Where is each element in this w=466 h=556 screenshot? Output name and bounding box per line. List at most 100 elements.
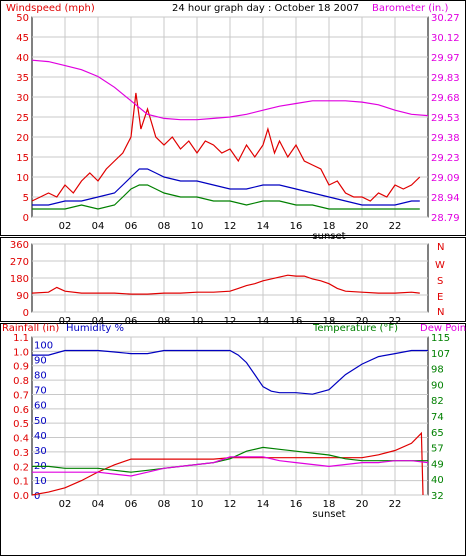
right-tick-label: 65 [431,428,444,439]
compass-labels: N W S E N [435,242,445,318]
left-tick-label: 1.0 [13,347,29,358]
left-tick-label: 40 [16,53,29,64]
left-tick-label: 5 [23,193,29,204]
right-tick-label: 107 [431,349,450,360]
humidity-tick-label: 90 [34,356,47,367]
left-tick-label: 20 [16,133,29,144]
humidity-tick-label: 30 [34,446,47,457]
x-tick-label: 10 [191,499,204,510]
humidity-tick-label: 80 [34,371,47,382]
right-tick-label: 29.09 [431,173,460,184]
right-tick-label: 115 [431,333,450,344]
x-tick-label: 12 [224,316,237,327]
left-tick-label: 360 [10,240,29,251]
right-tick-label: 90 [431,380,444,391]
x-tick-label: 06 [125,221,138,232]
series-line [31,92,421,202]
humidity-tick-label: 0 [34,491,40,502]
series-line [31,431,424,496]
x-tick-label: 04 [92,499,105,510]
x-tick-label: 18 [323,316,336,327]
windspeed-axis-title: Windspeed (mph) [6,3,95,14]
x-tick-label: 02 [59,316,72,327]
compass-label-s: S [437,276,443,287]
x-tick-label: 06 [125,316,138,327]
x-tick-label: 12 [224,221,237,232]
x-tick-label: 02 [59,221,72,232]
right-tick-label: 30.27 [431,13,460,24]
right-tick-label: 57 [431,444,444,455]
middle-grid [32,243,428,313]
x-tick-label: 20 [356,499,369,510]
sunset-marker-label: sunset [312,231,345,242]
x-tick-label: 08 [158,499,171,510]
left-tick-label: 50 [16,13,29,24]
left-tick-label: 0.5 [13,419,29,430]
middle-panel-frame [0,237,466,322]
axis-labels: 02 04 06 08 10 12 14 16 18 20 22 sunset 0 5 10 15 20 25 30… [10,13,460,520]
x-tick-label: 18 [323,221,336,232]
left-tick-label: 0.6 [13,405,29,416]
bottom-grid [32,336,428,496]
left-tick-label: 25 [16,113,29,124]
right-tick-label: 49 [431,459,444,470]
left-tick-label: 30 [16,93,29,104]
barometer-axis-title: Barometer (in.) [372,3,448,14]
right-tick-label: 30.12 [431,33,460,44]
chart-title: 24 hour graph day : October 18 2007 [172,3,359,14]
dewpoint-axis-title: Dew Point [420,323,466,334]
series-line [31,274,420,295]
x-tick-label: 08 [158,221,171,232]
x-tick-label: 08 [158,316,171,327]
compass-label-e: E [437,292,443,303]
sunset-marker-label: sunset [312,509,345,520]
left-tick-label: 0.9 [13,362,29,373]
right-tick-label: 82 [431,396,444,407]
left-tick-label: 1.1 [13,333,29,344]
rainfall-axis-title: Rainfall (in) [2,323,59,334]
compass-label-w: W [435,260,445,271]
right-tick-label: 74 [431,412,444,423]
x-tick-label: 22 [389,316,402,327]
left-tick-label: 0.7 [13,390,29,401]
right-tick-label: 40 [431,475,444,486]
x-tick-label: 12 [224,499,237,510]
right-tick-label: 98 [431,365,444,376]
left-tick-label: 0 [23,213,29,224]
x-tick-label: 04 [92,316,105,327]
humidity-tick-label: 10 [34,476,47,487]
compass-label-n-top: N [437,242,444,253]
series-line [32,349,428,395]
left-tick-label: 45 [16,33,29,44]
x-tick-label: 16 [290,499,303,510]
compass-label-n-bottom: N [437,307,444,318]
right-tick-label: 29.83 [431,73,460,84]
x-tick-label: 18 [323,499,336,510]
left-tick-label: 90 [16,291,29,302]
bottom-panel-frame [0,323,466,556]
humidity-tick-label: 100 [34,341,53,352]
humidity-tick-label: 60 [34,401,47,412]
left-tick-label: 270 [10,257,29,268]
x-tick-label: 06 [125,499,138,510]
left-tick-label: 10 [16,173,29,184]
x-tick-label: 22 [389,499,402,510]
x-tick-label: 16 [290,316,303,327]
x-tick-label: 10 [191,221,204,232]
x-tick-label: 04 [92,221,105,232]
x-tick-label: 20 [356,316,369,327]
x-tick-label: 20 [356,221,369,232]
x-tick-label: 22 [389,221,402,232]
right-tick-label: 28.79 [431,213,460,224]
right-tick-label: 29.53 [431,113,460,124]
left-tick-label: 15 [16,153,29,164]
series-line [31,59,429,121]
x-tick-label: 16 [290,221,303,232]
data-series [31,59,429,496]
top-panel-frame [0,0,466,236]
x-tick-label: 14 [257,316,270,327]
left-tick-label: 0.0 [13,491,29,502]
left-tick-label: 0.8 [13,376,29,387]
